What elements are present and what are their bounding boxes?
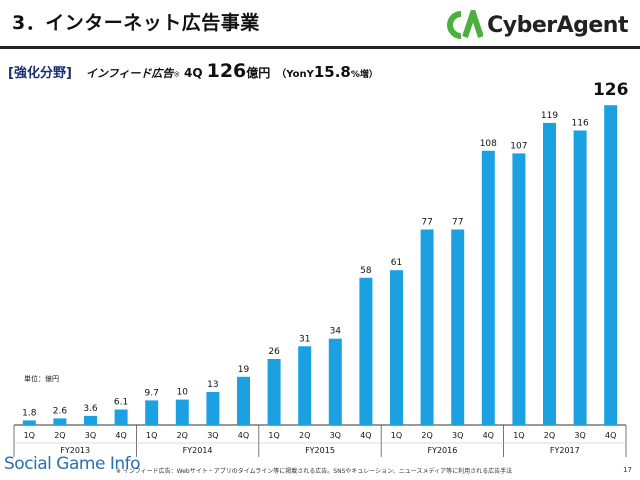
x-tick-label: 4Q [115, 431, 126, 440]
x-tick-label: 2Q [299, 431, 310, 440]
page-number: 17 [623, 466, 632, 474]
bar [604, 105, 618, 425]
bar [175, 399, 189, 425]
bar [237, 376, 250, 425]
bar [206, 392, 220, 425]
x-tick-label: 4Q [483, 431, 494, 440]
data-label: 77 [421, 218, 432, 228]
x-tick-label: 2Q [54, 431, 65, 440]
footer-note: ※ インフィード広告：Webサイト・アプリのタイムライン等に掲載される広告。SN… [116, 468, 513, 475]
data-label: 6.1 [114, 398, 128, 408]
bar [22, 420, 36, 425]
x-tick-label: 2Q [421, 431, 432, 440]
data-label: 116 [572, 119, 589, 129]
bar [145, 400, 159, 425]
data-label: 61 [391, 258, 402, 268]
data-label: 77 [452, 218, 463, 228]
bar [543, 122, 556, 426]
data-label: 9.7 [145, 388, 159, 398]
x-tick-label: 1Q [513, 431, 524, 440]
bar [359, 277, 373, 425]
note-mark: ※ [173, 70, 181, 79]
yoy-prefix: （YonY [276, 69, 314, 80]
x-tick-label: 3Q [85, 431, 96, 440]
cyberagent-logo-icon [447, 10, 484, 39]
x-tick-label: 3Q [452, 431, 463, 440]
fiscal-year-label: FY2014 [183, 446, 213, 455]
fiscal-year-label: FY2016 [427, 446, 457, 455]
focus-area-tag: [強化分野] [8, 66, 72, 81]
yoy-suffix: %増） [350, 70, 378, 80]
fiscal-year-label: FY2015 [305, 446, 335, 455]
x-tick-label: 2Q [177, 431, 188, 440]
data-label: 19 [238, 365, 250, 375]
headline-value: 126 [206, 60, 247, 82]
x-tick-label: 3Q [207, 431, 218, 440]
data-label: 26 [268, 347, 280, 357]
x-tick-label: 3Q [574, 431, 585, 440]
page-title: 3．インターネット広告事業 [12, 12, 260, 34]
x-tick-label: 4Q [238, 431, 249, 440]
x-tick-label: 1Q [146, 431, 157, 440]
data-label: 34 [330, 327, 342, 337]
data-label: 2.6 [53, 406, 68, 416]
bar [451, 229, 465, 425]
bar [420, 229, 434, 425]
x-tick-label: 2Q [544, 431, 555, 440]
infeed-ad-label: インフィード広告 [85, 67, 174, 80]
fiscal-year-label: FY2013 [60, 446, 90, 455]
data-label: 31 [299, 334, 310, 344]
bar [84, 415, 97, 425]
footer-brand: Social Game Info [4, 454, 141, 474]
data-label: 10 [177, 388, 189, 398]
x-tick-label: 3Q [330, 431, 341, 440]
bar [573, 130, 587, 425]
fiscal-year-label: FY2017 [550, 446, 580, 455]
data-label: 58 [360, 266, 372, 276]
bar [512, 153, 526, 425]
bar [114, 409, 128, 425]
data-label: 108 [480, 139, 497, 149]
headline-unit: 億円 [246, 66, 271, 80]
data-label: 119 [541, 111, 558, 121]
data-label: 13 [207, 380, 218, 390]
quarter-label: 4Q [184, 66, 203, 80]
logo-text: CyberAgent [487, 12, 628, 38]
x-tick-label: 1Q [391, 431, 402, 440]
bar [267, 359, 281, 425]
bar [328, 338, 342, 425]
unit-note: 単位：億円 [24, 375, 59, 383]
x-tick-label: 1Q [24, 431, 35, 440]
title-underline [0, 46, 640, 49]
subheading: [強化分野] インフィード広告 ※ 4Q 126 億円 （YonY 15.8 %… [8, 60, 378, 82]
data-label: 107 [510, 141, 527, 151]
bar [390, 270, 403, 425]
data-label: 1.8 [22, 408, 37, 418]
bar [298, 346, 312, 425]
yoy-value: 15.8 [313, 63, 351, 81]
x-tick-label: 1Q [268, 431, 279, 440]
data-label: 3.6 [83, 404, 98, 414]
bar [481, 150, 495, 426]
x-tick-label: 4Q [360, 431, 371, 440]
data-label: 126 [593, 80, 629, 100]
x-tick-label: 4Q [605, 431, 616, 440]
company-logo: CyberAgent [447, 8, 628, 42]
bar [53, 418, 67, 425]
